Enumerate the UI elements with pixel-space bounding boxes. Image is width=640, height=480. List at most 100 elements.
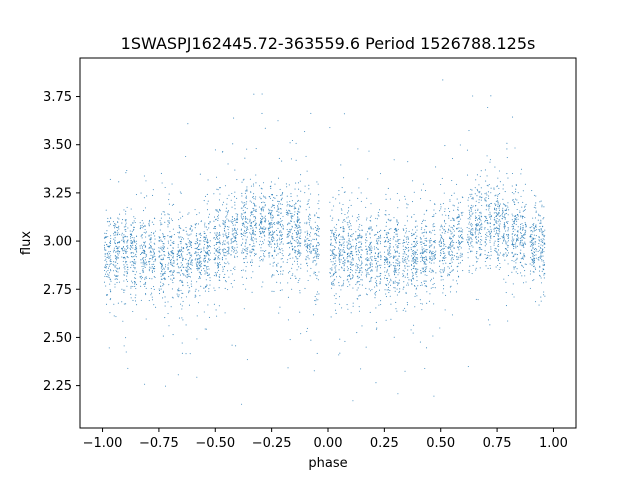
- data-point: [207, 274, 209, 277]
- data-point: [297, 232, 300, 234]
- data-point: [124, 271, 126, 273]
- data-point: [149, 238, 151, 240]
- data-point: [107, 263, 109, 266]
- data-point: [190, 233, 192, 235]
- data-point: [260, 208, 262, 210]
- data-point: [384, 214, 386, 216]
- data-point: [494, 203, 496, 205]
- data-point: [226, 218, 228, 220]
- data-point: [307, 203, 309, 205]
- data-point: [402, 253, 404, 255]
- data-point: [230, 269, 232, 271]
- data-point: [309, 218, 312, 220]
- data-point: [497, 238, 499, 240]
- data-point: [395, 229, 398, 231]
- data-point: [456, 227, 458, 229]
- data-point: [106, 230, 108, 232]
- data-point: [191, 255, 193, 257]
- data-point: [161, 259, 164, 261]
- data-point: [213, 247, 215, 249]
- data-point: [512, 244, 514, 246]
- data-point: [272, 236, 274, 238]
- data-point: [173, 242, 175, 245]
- data-point: [522, 244, 524, 246]
- data-point: [351, 215, 354, 217]
- data-point: [330, 229, 332, 232]
- data-point: [271, 234, 273, 236]
- data-point: [522, 215, 524, 217]
- data-point: [104, 249, 106, 251]
- data-point: [287, 236, 290, 238]
- data-point: [126, 170, 128, 172]
- data-point: [243, 234, 245, 236]
- data-point: [357, 264, 359, 266]
- data-point: [358, 257, 360, 259]
- data-point: [207, 265, 209, 268]
- data-point: [258, 224, 260, 226]
- data-point: [531, 245, 533, 247]
- data-point: [525, 263, 527, 266]
- data-point: [218, 249, 220, 251]
- data-point: [379, 173, 382, 175]
- data-point: [191, 230, 193, 232]
- data-point: [532, 244, 534, 246]
- data-point: [460, 247, 462, 249]
- data-point: [182, 267, 184, 269]
- data-point: [357, 197, 359, 200]
- data-point: [439, 255, 442, 257]
- data-point: [531, 240, 533, 242]
- data-point: [251, 238, 253, 240]
- data-point: [255, 222, 257, 224]
- data-point: [497, 256, 499, 259]
- data-point: [172, 334, 174, 336]
- data-point: [234, 204, 236, 206]
- data-point: [479, 175, 481, 177]
- data-point: [450, 248, 452, 250]
- data-point: [339, 227, 342, 229]
- data-point: [243, 204, 245, 206]
- data-point: [252, 227, 254, 229]
- data-point: [145, 281, 147, 284]
- data-point: [485, 238, 487, 240]
- data-point: [472, 95, 474, 97]
- data-point: [348, 242, 350, 244]
- data-point: [222, 244, 224, 246]
- data-point: [350, 278, 352, 280]
- data-point: [277, 120, 279, 122]
- data-point: [428, 239, 430, 241]
- data-point: [440, 279, 442, 281]
- data-point: [346, 304, 348, 306]
- data-point: [135, 240, 138, 242]
- data-point: [352, 239, 354, 241]
- data-point: [333, 238, 336, 240]
- data-point: [442, 203, 444, 205]
- data-point: [486, 155, 488, 157]
- data-point: [219, 241, 221, 243]
- data-point: [179, 249, 181, 251]
- data-point: [228, 276, 230, 278]
- data-point: [497, 264, 499, 267]
- data-point: [513, 266, 515, 268]
- data-point: [332, 252, 334, 254]
- data-point: [224, 234, 226, 236]
- data-point: [505, 221, 507, 223]
- data-point: [410, 280, 413, 282]
- data-point: [127, 266, 129, 268]
- data-point: [440, 253, 442, 255]
- data-point: [123, 239, 125, 241]
- data-point: [413, 260, 415, 262]
- data-point: [472, 246, 474, 248]
- data-point: [286, 195, 288, 197]
- data-point: [487, 251, 489, 254]
- data-point: [287, 272, 290, 274]
- data-point: [207, 261, 209, 263]
- data-point: [346, 246, 348, 248]
- data-point: [342, 226, 344, 228]
- data-point: [171, 263, 173, 265]
- data-point: [461, 253, 463, 255]
- data-point: [122, 219, 124, 221]
- data-point: [158, 289, 161, 292]
- data-point: [416, 263, 418, 265]
- data-point: [141, 253, 143, 255]
- data-point: [148, 225, 150, 227]
